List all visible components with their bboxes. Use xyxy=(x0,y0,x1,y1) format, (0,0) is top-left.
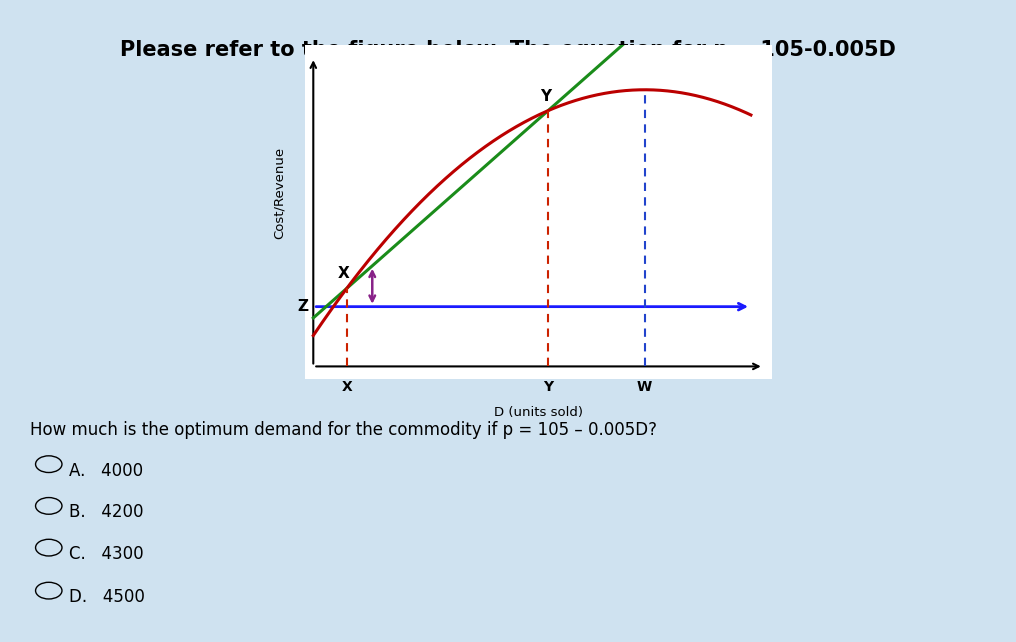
Text: Z: Z xyxy=(297,299,308,314)
Text: W: W xyxy=(637,380,652,394)
Text: Please refer to the figure below. The equation for p = 105-0.005D: Please refer to the figure below. The eq… xyxy=(120,40,896,60)
Text: D.   4500: D. 4500 xyxy=(69,588,145,606)
Text: B.   4200: B. 4200 xyxy=(69,503,143,521)
Text: D (units sold): D (units sold) xyxy=(494,406,583,419)
Text: How much is the optimum demand for the commodity if p = 105 – 0.005D?: How much is the optimum demand for the c… xyxy=(30,421,657,438)
Text: Y: Y xyxy=(543,380,553,394)
Text: Y: Y xyxy=(541,89,552,104)
Text: Cost/Revenue: Cost/Revenue xyxy=(273,147,285,239)
Text: C.   4300: C. 4300 xyxy=(69,545,143,563)
Text: X: X xyxy=(337,266,350,281)
Text: X: X xyxy=(341,380,353,394)
Text: A.   4000: A. 4000 xyxy=(69,462,143,480)
